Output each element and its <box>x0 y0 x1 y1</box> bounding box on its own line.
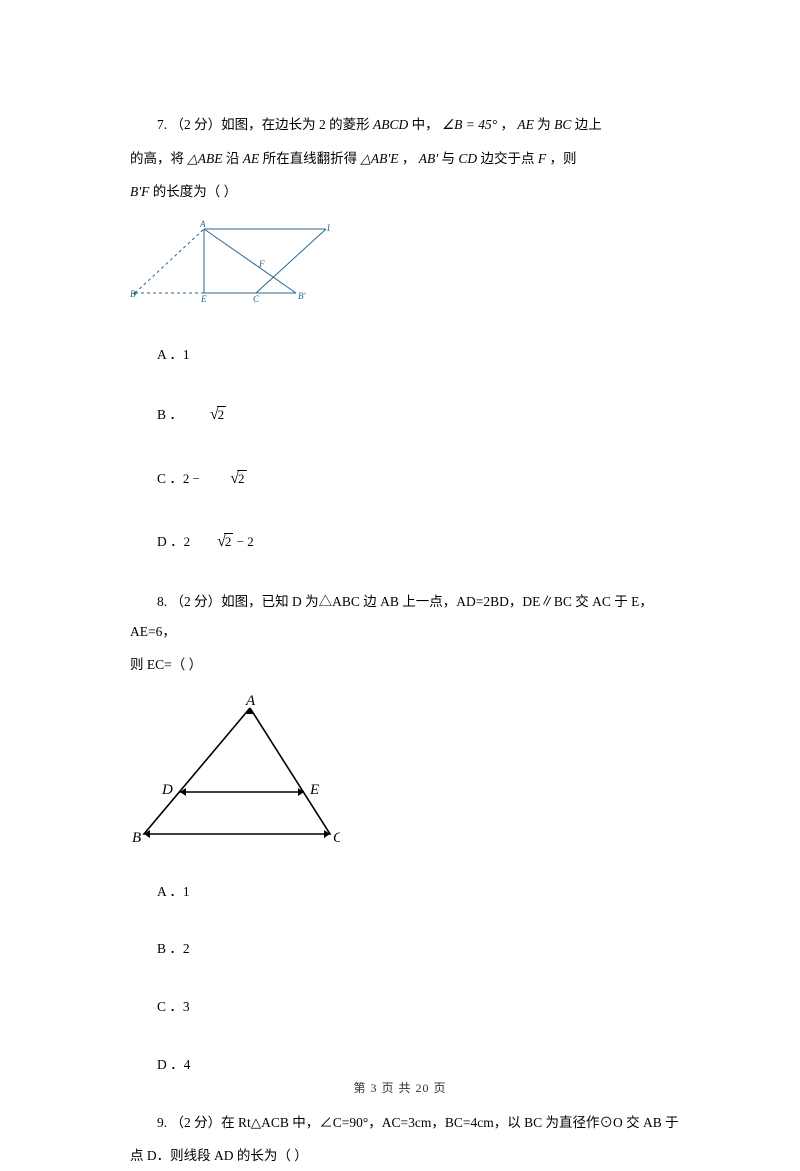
edge-DC <box>256 229 326 293</box>
q7-l3-end: 的长度为（ ） <box>149 184 237 199</box>
q9-line2: 点 D．则线段 AD 的长为（ ） <box>130 1141 690 1171</box>
page-footer: 第 3 页 共 20 页 <box>0 1079 800 1096</box>
q8-optD: D ．4 <box>130 1050 690 1080</box>
q7-l1-end: 边上 <box>571 117 601 132</box>
edge-ABp <box>204 229 296 293</box>
label-A: A <box>245 694 256 709</box>
q7-ae: AE <box>517 117 534 132</box>
q8-optB: B ．2 <box>130 934 690 964</box>
q7-l1-pre: 7. （2 分）如图，在边长为 2 的菱形 <box>157 117 373 132</box>
q8-optA: A ．1 <box>130 877 690 907</box>
label-D: D <box>326 223 330 233</box>
sqrt-icon: √2 <box>183 397 226 432</box>
q7-bpf: B'F <box>130 184 149 199</box>
label-C: C <box>253 294 260 304</box>
q8-line2: 则 EC=（ ） <box>130 650 690 680</box>
sqrt-icon: √2 <box>203 461 246 496</box>
q8-line1: 8. （2 分）如图，已知 D 为△ABC 边 AB 上一点，AD=2BD，DE… <box>130 587 690 646</box>
page-content: 7. （2 分）如图，在边长为 2 的菱形 ABCD 中， ∠B = 45° ，… <box>0 0 800 1171</box>
q7-line2: 的高，将 △ABE 沿 AE 所在直线翻折得 △AB'E ， AB' 与 CD … <box>130 144 690 174</box>
q7-rhombus-svg: B A D E C B' F <box>130 219 330 307</box>
q7-angleb: ∠B = 45° <box>442 117 497 132</box>
label-E: E <box>309 782 319 798</box>
label-A: A <box>199 219 206 229</box>
label-F: F <box>258 259 265 269</box>
q7-optB: B ．√2 <box>130 397 690 432</box>
q8-triangle-svg: A B C D E <box>130 694 340 844</box>
q9-line1: 9. （2 分）在 Rt△ACB 中，∠C=90°，AC=3cm，BC=4cm，… <box>130 1108 690 1138</box>
q7-optB-label: B ． <box>157 407 183 422</box>
label-B: B <box>132 830 141 844</box>
q7-l2-m1: 沿 <box>223 151 243 166</box>
q7-triabpe: △AB'E <box>361 151 399 166</box>
q7-line1: 7. （2 分）如图，在边长为 2 的菱形 ABCD 中， ∠B = 45° ，… <box>130 110 690 140</box>
q7-bc: BC <box>554 117 571 132</box>
q7-l2-m4: 与 <box>438 151 458 166</box>
q7-cd: CD <box>458 151 477 166</box>
q7-l1-m2: ， <box>497 117 517 132</box>
q8-figure: A B C D E <box>130 694 690 855</box>
q7-optC: C ．2 − √2 <box>130 461 690 496</box>
triangle-ABC <box>144 708 330 834</box>
q7-optD: D ． 2√2 − 2 <box>130 524 690 559</box>
q7-optC-pre: 2 − <box>183 471 203 486</box>
q7-l2-m2: 所在直线翻折得 <box>259 151 360 166</box>
q7-l2-end: ，则 <box>546 151 576 166</box>
q8-optC: C ．3 <box>130 992 690 1022</box>
sqrt-icon: √2 <box>190 524 233 559</box>
q7-figure: B A D E C B' F <box>130 219 690 318</box>
q7-l2-m5: 边交于点 <box>477 151 538 166</box>
q7-optD-post: − 2 <box>233 534 253 549</box>
q7-optD-label: D ． <box>157 534 184 549</box>
label-Bp: B' <box>298 291 306 301</box>
label-E: E <box>200 294 207 304</box>
q7-line3: B'F 的长度为（ ） <box>130 177 690 207</box>
q7-optA: A ．1 <box>130 340 690 370</box>
q7-optB-rad: 2 <box>217 406 227 422</box>
q7-l2-m3: ， <box>399 151 419 166</box>
label-D: D <box>161 782 173 798</box>
q7-optC-label: C ． <box>157 471 183 486</box>
q7-abcd: ABCD <box>373 117 408 132</box>
label-C: C <box>333 830 340 844</box>
q7-optD-rad: 2 <box>224 533 234 549</box>
q7-f: F <box>538 151 546 166</box>
q7-l1-m3: 为 <box>534 117 554 132</box>
q7-l1-m1: 中， <box>408 117 442 132</box>
q7-abp: AB' <box>419 151 438 166</box>
q7-l2-pre: 的高，将 <box>130 151 187 166</box>
q7-triabe: △ABE <box>187 151 222 166</box>
q7-optC-rad: 2 <box>237 470 247 486</box>
edge-BA <box>135 229 204 293</box>
q7-ae2: AE <box>243 151 260 166</box>
